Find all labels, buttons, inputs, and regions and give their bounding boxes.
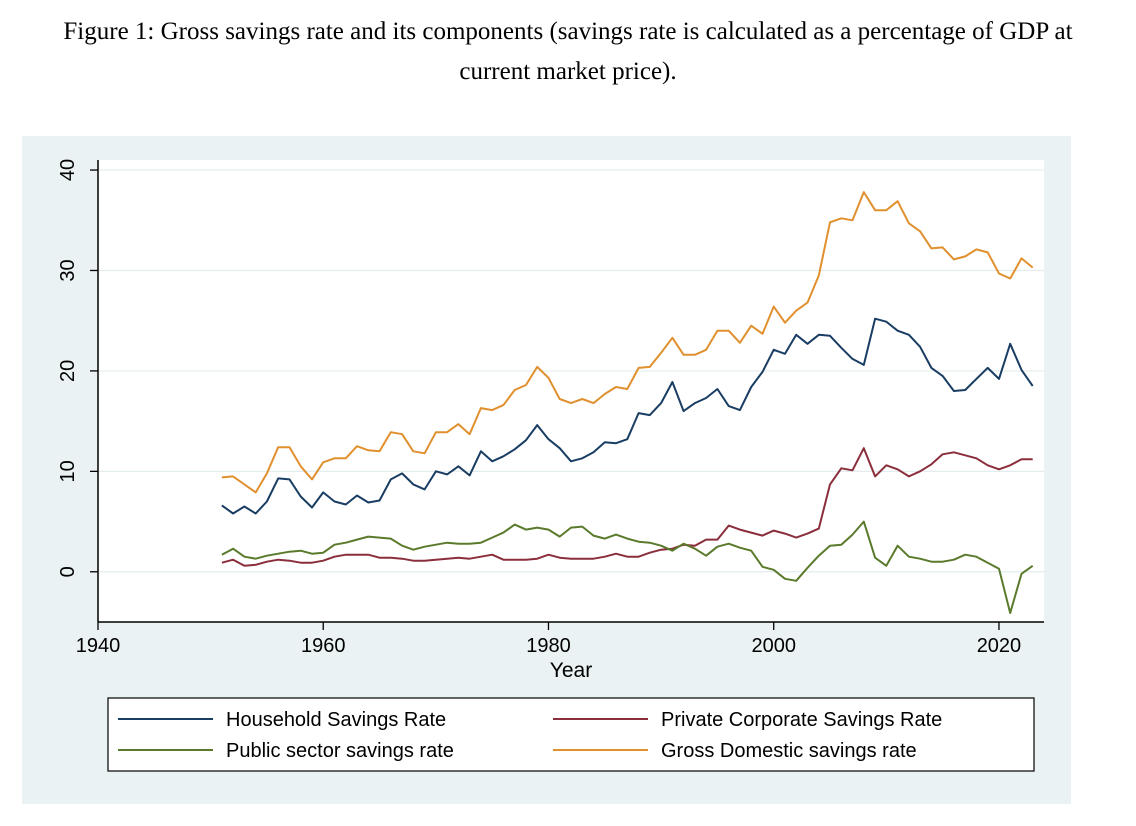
legend-label-2: Private Corporate Savings Rate (661, 709, 942, 731)
y-tick-label-10: 10 (57, 460, 79, 482)
y-tick-label-30: 30 (57, 259, 79, 281)
series-line-1 (221, 317, 1034, 515)
series-line-3 (221, 520, 1034, 614)
legend-label-1: Household Savings Rate (226, 709, 446, 731)
caption-line-2: current market price). (459, 58, 677, 85)
x-tick-label-1980: 1980 (526, 635, 571, 657)
chart-panel: 0 10 20 30 40 1940 1960 1980 2000 2020 Year Hous… (22, 136, 1071, 804)
legend-label-4: Gross Domestic savings rate (661, 740, 917, 762)
series-line-4 (221, 191, 1034, 494)
y-tick-label-40: 40 (57, 159, 79, 181)
x-tick-label-1940: 1940 (76, 635, 121, 657)
legend-box (107, 697, 1035, 772)
figure-caption: Figure 1: Gross savings rate and its com… (0, 12, 1136, 92)
legend-label-3: Public sector savings rate (226, 740, 454, 762)
plot-background (98, 160, 1044, 622)
x-tick-label-2000: 2000 (751, 635, 796, 657)
line-chart: 0 10 20 30 40 1940 1960 1980 2000 2020 Year Hous… (57, 159, 1044, 772)
caption-line-1: Figure 1: Gross savings rate and its com… (63, 18, 1073, 45)
y-tick-label-20: 20 (57, 360, 79, 382)
x-tick-label-1960: 1960 (301, 635, 346, 657)
y-tick-label-0: 0 (57, 566, 79, 577)
x-tick-label-2020: 2020 (977, 635, 1022, 657)
series-line-2 (221, 447, 1033, 567)
x-axis-title: Year (550, 659, 592, 682)
